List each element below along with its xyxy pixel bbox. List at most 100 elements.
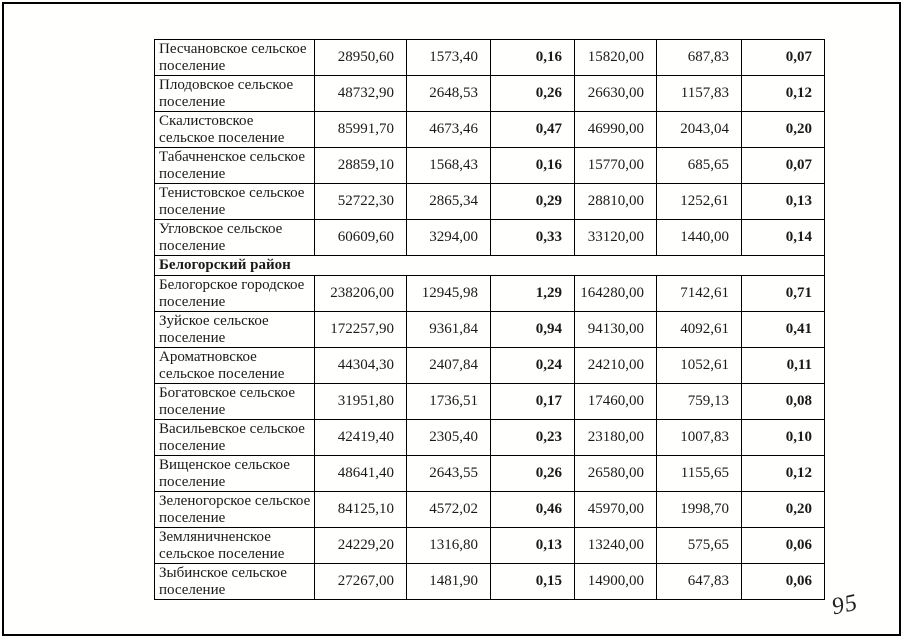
value-cell: 15770,00 bbox=[574, 147, 657, 184]
value-cell: 0,46 bbox=[490, 491, 575, 528]
table-row: Табачненское сельское поселение 28859,10 1… bbox=[154, 147, 825, 184]
value-cell: 0,24 bbox=[490, 347, 575, 384]
value-cell: 759,13 bbox=[656, 383, 742, 420]
settlement-name-cell: Белогорское городское поселение bbox=[154, 275, 315, 312]
value-cell: 1,29 bbox=[490, 275, 575, 312]
value-cell: 1157,83 bbox=[656, 75, 742, 112]
value-cell: 3294,00 bbox=[406, 219, 491, 256]
table-row: Зеленогорское сельское поселение 84125,10… bbox=[154, 491, 825, 528]
value-cell: 0,20 bbox=[741, 111, 825, 148]
value-cell: 0,12 bbox=[741, 455, 825, 492]
settlement-name-cell: Скалистовское сельское поселение bbox=[154, 111, 315, 148]
value-cell: 1316,80 bbox=[406, 527, 491, 564]
value-cell: 0,29 bbox=[490, 183, 575, 220]
value-cell: 0,16 bbox=[490, 147, 575, 184]
value-cell: 0,11 bbox=[741, 347, 825, 384]
value-cell: 0,17 bbox=[490, 383, 575, 420]
table-row: Вищенское сельское поселение 48641,40 2643… bbox=[154, 455, 825, 492]
value-cell: 0,13 bbox=[741, 183, 825, 220]
value-cell: 9361,84 bbox=[406, 311, 491, 348]
table-row: Зыбинское сельское поселение 27267,00 1481… bbox=[154, 563, 825, 600]
value-cell: 46990,00 bbox=[574, 111, 657, 148]
value-cell: 2865,34 bbox=[406, 183, 491, 220]
value-cell: 4092,61 bbox=[656, 311, 742, 348]
value-cell: 164280,00 bbox=[574, 275, 657, 312]
value-cell: 45970,00 bbox=[574, 491, 657, 528]
value-cell: 24229,20 bbox=[314, 527, 407, 564]
value-cell: 12945,98 bbox=[406, 275, 491, 312]
value-cell: 28859,10 bbox=[314, 147, 407, 184]
settlements-table-body: Песчановское сельское поселение 28950,60 1… bbox=[154, 39, 825, 600]
value-cell: 0,71 bbox=[741, 275, 825, 312]
value-cell: 4673,46 bbox=[406, 111, 491, 148]
value-cell: 24210,00 bbox=[574, 347, 657, 384]
value-cell: 28810,00 bbox=[574, 183, 657, 220]
page-number: 95 bbox=[829, 589, 861, 621]
value-cell: 48732,90 bbox=[314, 75, 407, 112]
value-cell: 0,15 bbox=[490, 563, 575, 600]
value-cell: 2305,40 bbox=[406, 419, 491, 456]
settlement-name-cell: Васильевское сельское поселение bbox=[154, 419, 315, 456]
value-cell: 13240,00 bbox=[574, 527, 657, 564]
value-cell: 1736,51 bbox=[406, 383, 491, 420]
value-cell: 0,06 bbox=[741, 563, 825, 600]
settlement-name-cell: Тенистовское сельское поселение bbox=[154, 183, 315, 220]
settlement-name-cell: Зыбинское сельское поселение bbox=[154, 563, 315, 600]
value-cell: 17460,00 bbox=[574, 383, 657, 420]
value-cell: 2407,84 bbox=[406, 347, 491, 384]
value-cell: 84125,10 bbox=[314, 491, 407, 528]
value-cell: 44304,30 bbox=[314, 347, 407, 384]
value-cell: 7142,61 bbox=[656, 275, 742, 312]
value-cell: 0,14 bbox=[741, 219, 825, 256]
value-cell: 1007,83 bbox=[656, 419, 742, 456]
value-cell: 238206,00 bbox=[314, 275, 407, 312]
settlement-name-cell: Песчановское сельское поселение bbox=[154, 39, 315, 76]
value-cell: 1481,90 bbox=[406, 563, 491, 600]
settlement-name-cell: Угловское сельское поселение bbox=[154, 219, 315, 256]
value-cell: 0,47 bbox=[490, 111, 575, 148]
section-header-cell: Белогорский район bbox=[154, 255, 825, 276]
value-cell: 0,08 bbox=[741, 383, 825, 420]
table-row: Ароматновское сельское поселение 44304,30… bbox=[154, 347, 825, 384]
table-row: Белогорское городское поселение 238206,00… bbox=[154, 275, 825, 312]
value-cell: 0,07 bbox=[741, 147, 825, 184]
value-cell: 0,33 bbox=[490, 219, 575, 256]
value-cell: 2643,55 bbox=[406, 455, 491, 492]
value-cell: 52722,30 bbox=[314, 183, 407, 220]
table-row: Зуйское сельское поселение 172257,90 9361,… bbox=[154, 311, 825, 348]
table-row: Земляничненское сельское поселение 24229,… bbox=[154, 527, 825, 564]
value-cell: 647,83 bbox=[656, 563, 742, 600]
value-cell: 42419,40 bbox=[314, 419, 407, 456]
settlement-name-cell: Ароматновское сельское поселение bbox=[154, 347, 315, 384]
settlements-budget-table: Песчановское сельское поселение 28950,60 1… bbox=[154, 39, 825, 600]
value-cell: 14900,00 bbox=[574, 563, 657, 600]
value-cell: 0,13 bbox=[490, 527, 575, 564]
value-cell: 0,06 bbox=[741, 527, 825, 564]
value-cell: 1573,40 bbox=[406, 39, 491, 76]
value-cell: 0,10 bbox=[741, 419, 825, 456]
value-cell: 1252,61 bbox=[656, 183, 742, 220]
value-cell: 1052,61 bbox=[656, 347, 742, 384]
value-cell: 0,16 bbox=[490, 39, 575, 76]
value-cell: 0,20 bbox=[741, 491, 825, 528]
table-row: Белогорский район bbox=[154, 255, 825, 276]
value-cell: 0,41 bbox=[741, 311, 825, 348]
value-cell: 48641,40 bbox=[314, 455, 407, 492]
value-cell: 1440,00 bbox=[656, 219, 742, 256]
table-row: Плодовское сельское поселение 48732,90 264… bbox=[154, 75, 825, 112]
settlement-name-cell: Зеленогорское сельское поселение bbox=[154, 491, 315, 528]
value-cell: 172257,90 bbox=[314, 311, 407, 348]
value-cell: 0,07 bbox=[741, 39, 825, 76]
value-cell: 0,23 bbox=[490, 419, 575, 456]
value-cell: 685,65 bbox=[656, 147, 742, 184]
value-cell: 31951,80 bbox=[314, 383, 407, 420]
settlement-name-cell: Богатовское сельское поселение bbox=[154, 383, 315, 420]
value-cell: 575,65 bbox=[656, 527, 742, 564]
table-row: Тенистовское сельское поселение 52722,30 2… bbox=[154, 183, 825, 220]
value-cell: 60609,60 bbox=[314, 219, 407, 256]
table-row: Угловское сельское поселение 60609,60 3294… bbox=[154, 219, 825, 256]
value-cell: 0,94 bbox=[490, 311, 575, 348]
value-cell: 0,26 bbox=[490, 75, 575, 112]
table-row: Васильевское сельское поселение 42419,40 2… bbox=[154, 419, 825, 456]
